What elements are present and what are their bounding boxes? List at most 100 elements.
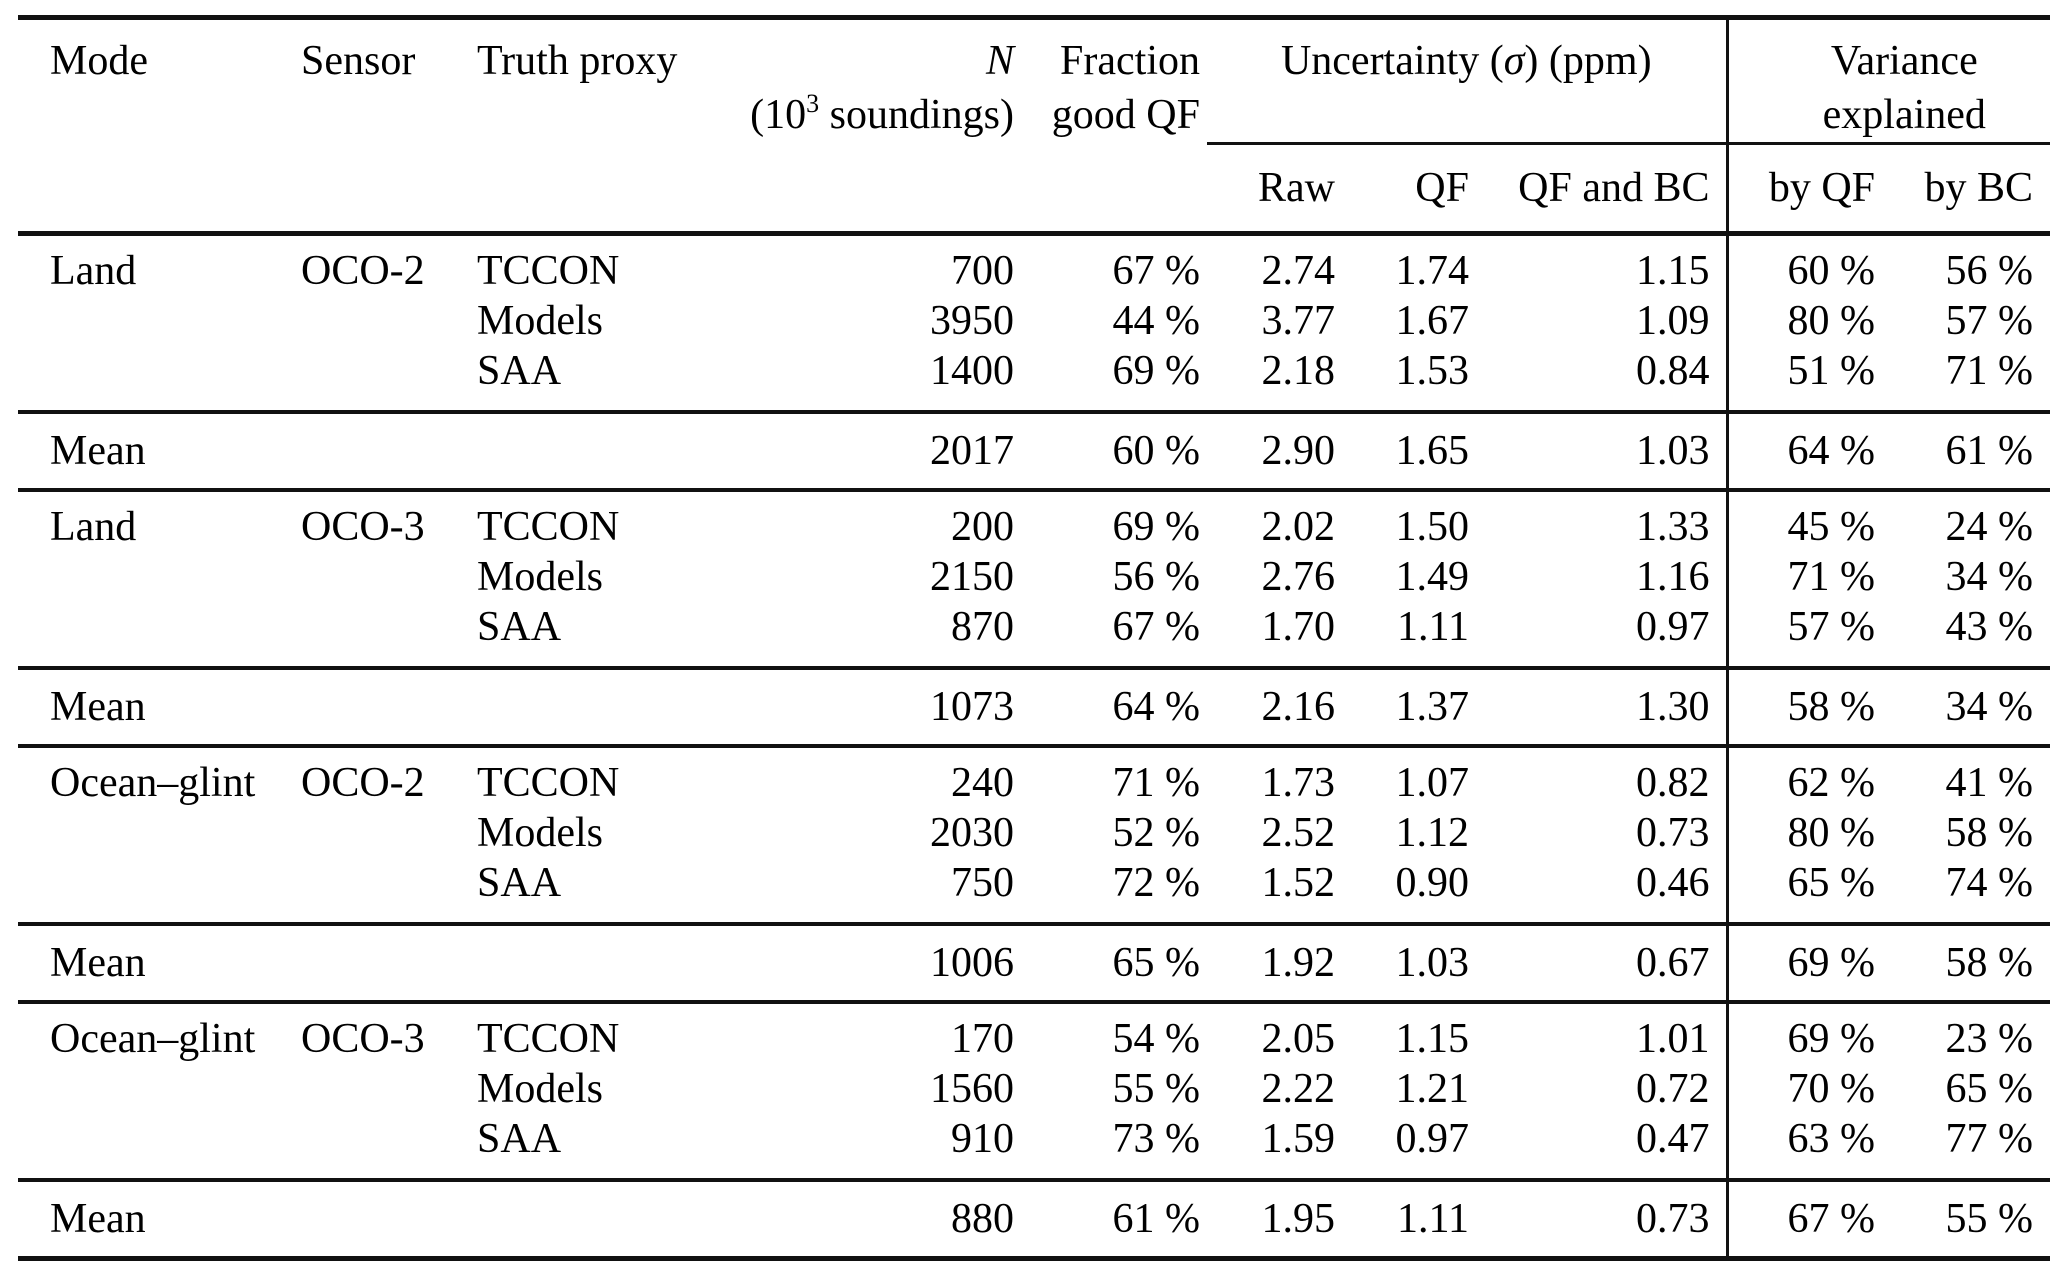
cell-blank — [298, 1114, 470, 1180]
cell-n: 700 — [951, 248, 1014, 294]
cell-n: 240 — [951, 760, 1014, 806]
cell-fraction: 73 % — [1112, 1116, 1201, 1162]
cell-by-bc: 58 % — [1945, 810, 2034, 856]
cell-qf: 0.97 — [1395, 1116, 1470, 1162]
cell-qf: 1.53 — [1395, 348, 1470, 394]
cell-mode: Land — [50, 504, 137, 550]
col-header-qf: QF — [1342, 143, 1474, 236]
data-row: Models 2150 56 % 2.76 1.49 1.16 71 % 34 … — [18, 552, 2050, 602]
cell-proxy: Models — [477, 554, 603, 600]
cell-by-qf: 60 % — [1725, 233, 1881, 296]
cell-raw: 2.74 — [1261, 248, 1336, 294]
data-row: Models 1560 55 % 2.22 1.21 0.72 70 % 65 … — [18, 1064, 2050, 1114]
variance-line2: explained — [1822, 92, 1986, 138]
results-table: Mode Sensor Truth proxy N (103 soundings)… — [18, 15, 2051, 1261]
cell-n: 1006 — [702, 922, 1020, 1004]
col-header-by-qf: by QF — [1725, 143, 1881, 236]
cell-mode: Land — [50, 248, 137, 294]
data-row: SAA 870 67 % 1.70 1.11 0.97 57 % 43 % — [18, 602, 2050, 668]
cell-qf-and-bc: 0.97 — [1636, 604, 1710, 650]
fraction-line2: good QF — [1051, 92, 1200, 138]
cell-by-bc: 55 % — [1880, 1178, 2051, 1261]
cell-by-qf: 67 % — [1725, 1178, 1881, 1261]
cell-fraction: 54 % — [1112, 1016, 1201, 1062]
cell-blank — [298, 922, 470, 1004]
cell-by-qf: 58 % — [1725, 666, 1881, 748]
cell-n: 870 — [951, 604, 1014, 650]
cell-raw: 1.73 — [1261, 760, 1336, 806]
cell-n: 1560 — [930, 1066, 1014, 1112]
cell-n: 170 — [951, 1016, 1014, 1062]
n-unit-rest: soundings) — [819, 92, 1014, 138]
sigma-symbol: σ — [1503, 38, 1525, 84]
cell-blank — [298, 808, 470, 858]
cell-proxy: Models — [477, 810, 603, 856]
data-row: Land OCO-3 TCCON 200 69 % 2.02 1.50 1.33… — [18, 490, 2050, 552]
data-row: Ocean–glint OCO-3 TCCON 170 54 % 2.05 1.… — [18, 1002, 2050, 1064]
uncertainty-label-post: ) (ppm) — [1524, 38, 1652, 84]
cell-raw: 1.52 — [1261, 860, 1336, 906]
cell-proxy: Models — [477, 1066, 603, 1112]
cell-by-bc: 43 % — [1945, 604, 2034, 650]
cell-by-bc: 41 % — [1945, 760, 2034, 806]
cell-qf-and-bc: 0.67 — [1474, 922, 1728, 1004]
col-group-variance-explained: Variance explained — [1725, 15, 2051, 145]
cell-raw: 1.95 — [1207, 1178, 1342, 1261]
data-row: SAA 1400 69 % 2.18 1.53 0.84 51 % 71 % — [18, 346, 2050, 412]
cell-by-qf: 80 % — [1725, 808, 1881, 858]
cell-blank — [298, 1178, 470, 1261]
cell-fraction: 56 % — [1112, 554, 1201, 600]
cell-by-qf: 45 % — [1725, 490, 1881, 552]
data-row: Land OCO-2 TCCON 700 67 % 2.74 1.74 1.15… — [18, 233, 2050, 296]
cell-qf: 1.65 — [1342, 410, 1474, 492]
mean-row: Mean 1006 65 % 1.92 1.03 0.67 69 % 58 % — [18, 922, 2051, 1004]
cell-proxy: SAA — [477, 860, 562, 906]
cell-blank — [18, 858, 298, 924]
cell-blank — [470, 666, 702, 748]
col-header-qf-and-bc: QF and BC — [1474, 143, 1728, 236]
data-row: Models 2030 52 % 2.52 1.12 0.73 80 % 58 … — [18, 808, 2050, 858]
cell-blank — [18, 1114, 298, 1180]
cell-by-qf: 51 % — [1725, 346, 1881, 412]
cell-fraction: 71 % — [1112, 760, 1201, 806]
cell-qf: 1.12 — [1395, 810, 1470, 856]
cell-qf-and-bc: 0.84 — [1636, 348, 1710, 394]
cell-mode: Ocean–glint — [50, 760, 256, 806]
cell-by-bc: 23 % — [1945, 1016, 2034, 1062]
cell-fraction: 65 % — [1020, 922, 1207, 1004]
cell-sensor: OCO-3 — [301, 1016, 425, 1062]
cell-by-qf: 70 % — [1725, 1064, 1881, 1114]
cell-proxy: TCCON — [477, 1016, 620, 1062]
cell-n: 1400 — [930, 348, 1014, 394]
mean-row: Mean 880 61 % 1.95 1.11 0.73 67 % 55 % — [18, 1178, 2051, 1261]
cell-raw: 2.22 — [1261, 1066, 1336, 1112]
cell-fraction: 67 % — [1112, 604, 1201, 650]
n-unit-open: (10 — [750, 92, 807, 138]
cell-fraction: 55 % — [1112, 1066, 1201, 1112]
cell-sensor: OCO-3 — [301, 504, 425, 550]
cell-proxy: TCCON — [477, 504, 620, 550]
cell-by-qf: 64 % — [1725, 410, 1881, 492]
cell-by-qf: 69 % — [1725, 1002, 1881, 1064]
cell-qf: 1.49 — [1395, 554, 1470, 600]
cell-blank — [298, 346, 470, 412]
cell-by-bc: 58 % — [1880, 922, 2051, 1004]
cell-qf-and-bc: 1.16 — [1636, 554, 1710, 600]
cell-raw: 2.76 — [1261, 554, 1336, 600]
cell-qf: 1.21 — [1395, 1066, 1470, 1112]
header-row-subcolumns: Raw QF QF and BC by QF by BC — [18, 143, 2051, 236]
cell-qf: 1.15 — [1395, 1016, 1470, 1062]
data-row: Ocean–glint OCO-2 TCCON 240 71 % 1.73 1.… — [18, 746, 2050, 808]
cell-blank — [298, 552, 470, 602]
cell-n: 2030 — [930, 810, 1014, 856]
col-header-n: N (103 soundings) — [702, 15, 1020, 236]
cell-by-bc: 77 % — [1945, 1116, 2034, 1162]
cell-fraction: 61 % — [1020, 1178, 1207, 1261]
uncertainty-label-pre: Uncertainty ( — [1280, 38, 1504, 84]
cell-qf-and-bc: 1.09 — [1636, 298, 1710, 344]
col-header-raw: Raw — [1207, 143, 1342, 236]
cell-blank — [298, 602, 470, 668]
cell-by-qf: 65 % — [1725, 858, 1881, 924]
cell-raw: 1.59 — [1261, 1116, 1336, 1162]
cell-raw: 1.70 — [1261, 604, 1336, 650]
